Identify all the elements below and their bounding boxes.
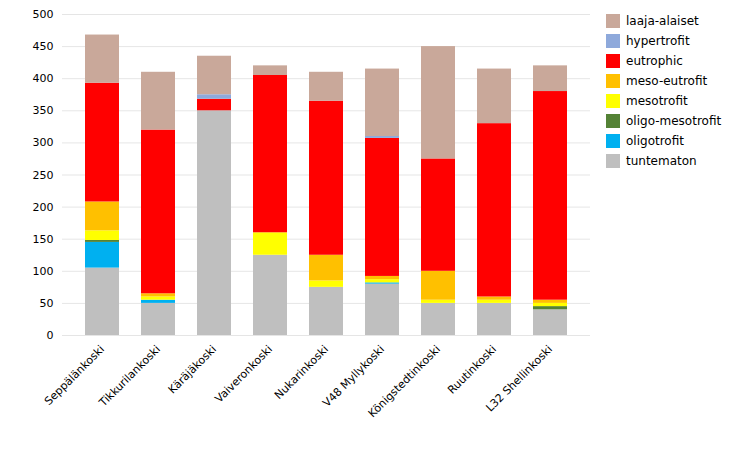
svg-text:0: 0 [47, 329, 54, 342]
svg-text:200: 200 [33, 201, 54, 214]
svg-text:350: 350 [33, 104, 54, 117]
svg-text:500: 500 [33, 8, 54, 21]
svg-text:Käräjäkoski: Käräjäkoski [166, 343, 220, 397]
svg-text:L32 Shellinkoski: L32 Shellinkoski [483, 343, 555, 415]
html-text:oligo-mesotrofit: oligo-mesotrofit [626, 114, 722, 128]
svg-text:Nukarinkoski: Nukarinkoski [272, 343, 331, 402]
svg-text:V48 Myllykoski: V48 Myllykoski [320, 342, 388, 410]
html-text:eutrophic: eutrophic [626, 54, 683, 68]
html-text:hypertrofit: hypertrofit [626, 34, 690, 48]
svg-text:250: 250 [33, 169, 54, 182]
html-text:laaja-alaiset: laaja-alaiset [626, 14, 699, 28]
svg-text:Königstedtinkoski: Königstedtinkoski [366, 343, 443, 420]
html-text:tuntematon: tuntematon [626, 154, 697, 168]
svg-text:100: 100 [33, 265, 54, 278]
svg-text:Seppälänkoski: Seppälänkoski [42, 342, 108, 408]
svg-text:400: 400 [33, 72, 54, 85]
svg-text:Vaiveronkoski: Vaiveronkoski [212, 343, 275, 406]
svg-text:Tikkurilankoski: Tikkurilankoski [96, 343, 163, 410]
svg-text:50: 50 [40, 297, 54, 310]
html-text:meso-eutrofit: meso-eutrofit [626, 74, 708, 88]
html-text:mesotrofit: mesotrofit [626, 94, 688, 108]
svg-text:300: 300 [33, 136, 54, 149]
html-text:oligotrofit: oligotrofit [626, 134, 684, 148]
svg-text:150: 150 [33, 233, 54, 246]
svg-text:Ruutinkoski: Ruutinkoski [445, 343, 499, 397]
svg-text:450: 450 [33, 40, 54, 53]
